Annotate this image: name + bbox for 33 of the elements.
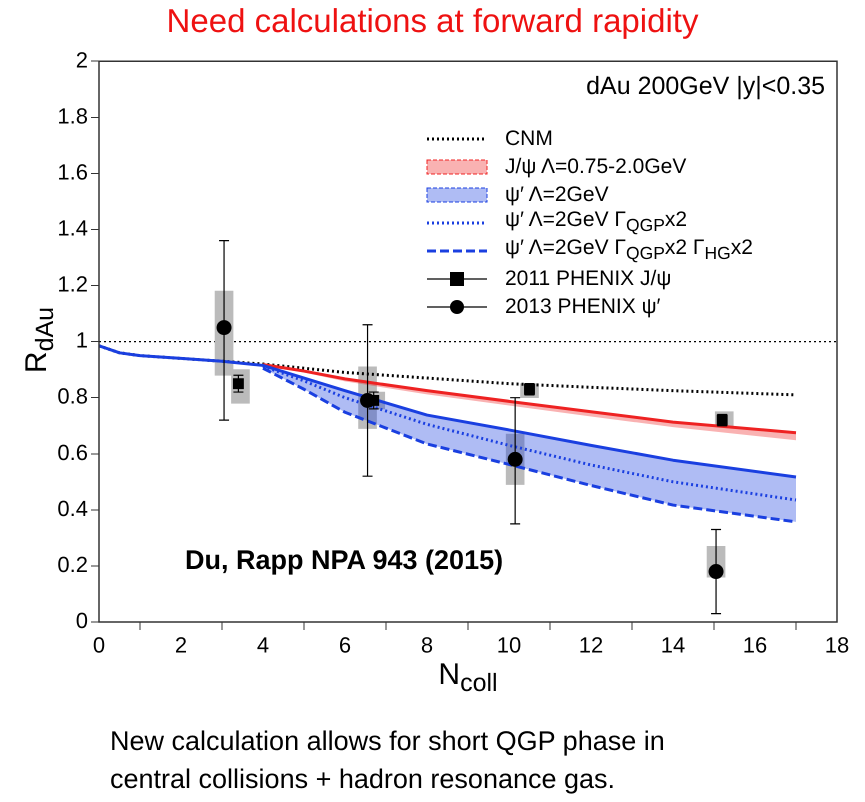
y-tick-label: 0.4 (57, 496, 88, 521)
y-tick-label: 0.2 (57, 552, 88, 577)
y-tick-label: 0.6 (57, 440, 88, 465)
legend-label: J/ψ Λ=0.75-2.0GeV (505, 154, 686, 180)
x-tick-label: 2 (174, 632, 188, 658)
x-tick-label: 6 (338, 632, 352, 658)
y-tick-label: 0 (76, 608, 88, 634)
y-tick-label: 1.4 (57, 216, 88, 241)
annotation: Du, Rapp NPA 943 (2015) (185, 545, 504, 576)
x-tick-label: 8 (420, 632, 434, 658)
legend-label: ψ′ Λ=2GeV Γ$_{QGP}$x2 (505, 208, 688, 236)
y-tick-label: 1.6 (57, 159, 88, 184)
y-tick-label: 0.8 (57, 384, 88, 409)
x-tick-label: 0 (92, 632, 106, 658)
x-tick-label: 18 (824, 632, 850, 658)
legend-label: 2013 PHENIX ψ′ (505, 294, 660, 320)
chart-subtitle: dAu 200GeV |y|<0.35 (586, 72, 825, 101)
chart-title: Need calculations at forward rapidity (166, 2, 700, 40)
y-tick-label: 2 (76, 47, 88, 72)
text: New calculation allows for short QGP phase in central collisions + hadron resonance gas. (110, 725, 666, 796)
x-tick-label: 12 (578, 632, 604, 658)
legend-label: 2011 PHENIX J/ψ (505, 266, 672, 292)
x-axis-title: N$_{coll}$ (437, 658, 499, 698)
legend-label: ψ′ Λ=2GeV (505, 182, 609, 208)
x-tick-label: 16 (742, 632, 768, 658)
legend-label: CNM (505, 126, 553, 152)
x-tick-label: 10 (496, 632, 522, 658)
y-tick-label: 1 (76, 328, 88, 353)
y-tick-label: 1.8 (57, 103, 88, 128)
y-tick-label: 1.2 (57, 272, 88, 297)
x-tick-label: 4 (256, 632, 270, 658)
x-tick-label: 14 (660, 632, 686, 658)
legend-label: ψ′ Λ=2GeV Γ$_{QGP}$x2 Γ$_{HG}$x2 (505, 235, 753, 266)
